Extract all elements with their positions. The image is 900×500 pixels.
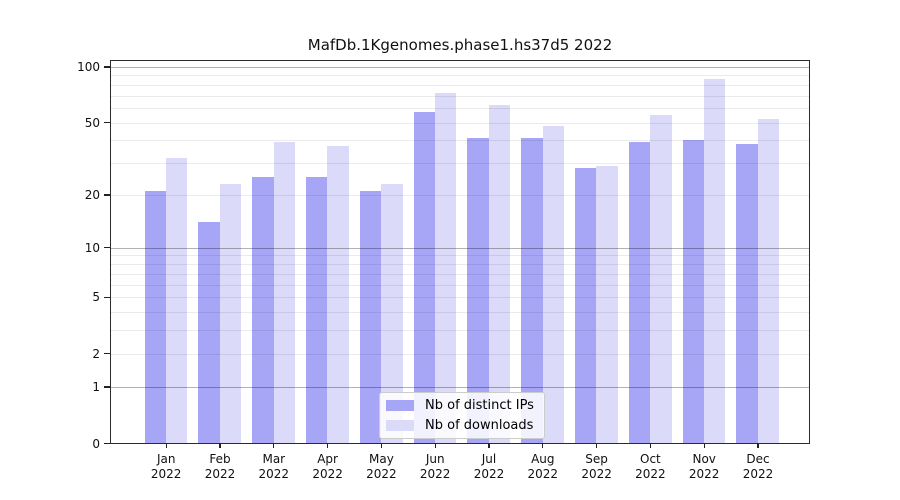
y-tick-label-2: 2 bbox=[92, 346, 100, 361]
gridline-y-20 bbox=[111, 194, 809, 196]
y-tick-100 bbox=[104, 66, 110, 68]
x-tick-label-sep: Sep 2022 bbox=[581, 452, 612, 481]
bar-may-2022-nb-of-downloads bbox=[381, 183, 403, 443]
x-tick-label-apr: Apr 2022 bbox=[312, 452, 343, 481]
gridline-y-3 bbox=[111, 330, 809, 332]
bar-feb-2022-nb-of-downloads bbox=[219, 183, 242, 443]
bar-jan-2022-nb-of-distinct-ips bbox=[144, 190, 166, 443]
x-tick-apr bbox=[326, 443, 329, 448]
bar-sep-2022-nb-of-distinct-ips bbox=[575, 168, 597, 443]
gridline-y-6 bbox=[111, 284, 809, 286]
bar-jan-2022-nb-of-downloads bbox=[166, 157, 188, 443]
bar-mar-2022-nb-of-downloads bbox=[273, 142, 295, 443]
bar-jun-2022-nb-of-distinct-ips bbox=[413, 111, 435, 443]
x-tick-mar bbox=[273, 443, 275, 448]
x-tick-sep bbox=[595, 443, 598, 448]
x-tick-label-jul: Jul 2022 bbox=[473, 452, 505, 481]
x-tick-oct bbox=[649, 443, 651, 448]
bar-jul-2022-nb-of-distinct-ips bbox=[467, 138, 489, 443]
gridline-y-70 bbox=[111, 95, 809, 97]
y-tick-10 bbox=[104, 247, 110, 249]
x-tick-label-jan: Jan 2022 bbox=[150, 452, 182, 481]
gridline-y-4 bbox=[111, 312, 809, 313]
x-tick-jun bbox=[434, 443, 436, 448]
y-tick-label-5: 5 bbox=[92, 290, 100, 305]
y-tick-0 bbox=[104, 442, 110, 445]
bar-may-2022-nb-of-distinct-ips bbox=[359, 190, 382, 443]
x-tick-nov bbox=[703, 443, 705, 448]
x-tick-label-feb: Feb 2022 bbox=[204, 452, 236, 481]
gridline-y-50 bbox=[111, 122, 809, 124]
x-tick-jul bbox=[488, 443, 490, 448]
legend-label: Nb of distinct IPs bbox=[425, 398, 534, 413]
bar-nov-2022-nb-of-downloads bbox=[704, 78, 726, 443]
x-tick-aug bbox=[542, 443, 544, 448]
gridline-y-30 bbox=[111, 163, 809, 165]
legend: Nb of distinct IPs Nb of downloads bbox=[379, 392, 545, 439]
legend-swatch-nb-of-distinct-ips bbox=[386, 400, 414, 411]
gridline-y-2 bbox=[111, 353, 809, 355]
bar-mar-2022-nb-of-distinct-ips bbox=[252, 177, 274, 443]
gridline-y-1 bbox=[111, 386, 809, 388]
y-tick-1 bbox=[104, 386, 110, 388]
y-tick-label-50: 50 bbox=[84, 115, 100, 130]
gridline-y-5 bbox=[111, 297, 809, 299]
y-tick-5 bbox=[104, 296, 110, 298]
bar-oct-2022-nb-of-downloads bbox=[650, 114, 672, 443]
chart-title: MafDb.1Kgenomes.phase1.hs37d5 2022 bbox=[307, 36, 613, 54]
gridline-y-60 bbox=[111, 107, 809, 109]
gridline-y-100 bbox=[111, 66, 809, 68]
x-tick-label-mar: Mar 2022 bbox=[258, 452, 290, 481]
bar-aug-2022-nb-of-downloads bbox=[542, 125, 564, 443]
y-tick-label-100: 100 bbox=[77, 60, 100, 74]
bar-jun-2022-nb-of-downloads bbox=[435, 93, 457, 443]
bar-oct-2022-nb-of-distinct-ips bbox=[628, 142, 651, 443]
gridline-y-8 bbox=[111, 264, 809, 266]
bar-apr-2022-nb-of-downloads bbox=[327, 146, 349, 443]
x-tick-label-oct: Oct 2022 bbox=[635, 452, 666, 481]
x-tick-jan bbox=[165, 443, 167, 448]
y-tick-50 bbox=[104, 122, 110, 124]
x-tick-dec bbox=[757, 443, 759, 448]
gridline-y-10 bbox=[111, 247, 809, 249]
bar-jul-2022-nb-of-downloads bbox=[488, 105, 511, 443]
y-tick-label-20: 20 bbox=[84, 188, 100, 203]
y-tick-label-10: 10 bbox=[84, 240, 100, 255]
bar-dec-2022-nb-of-distinct-ips bbox=[736, 144, 758, 443]
bar-dec-2022-nb-of-downloads bbox=[757, 119, 780, 443]
legend-entry-nb-of-downloads: Nb of downloads bbox=[386, 417, 534, 434]
bar-nov-2022-nb-of-distinct-ips bbox=[682, 140, 704, 443]
legend-swatch-nb-of-downloads bbox=[386, 420, 414, 431]
bar-apr-2022-nb-of-distinct-ips bbox=[306, 177, 328, 443]
x-tick-label-dec: Dec 2022 bbox=[742, 452, 774, 481]
bar-sep-2022-nb-of-downloads bbox=[596, 165, 618, 443]
x-tick-label-aug: Aug 2022 bbox=[527, 452, 559, 481]
x-tick-label-nov: Nov 2022 bbox=[688, 452, 720, 481]
gridline-y-7 bbox=[111, 273, 809, 275]
gridline-y-90 bbox=[111, 75, 809, 77]
bar-aug-2022-nb-of-distinct-ips bbox=[521, 138, 543, 443]
plot-area: Nb of distinct IPs Nb of downloads bbox=[104, 60, 810, 448]
gridline-y-80 bbox=[111, 84, 809, 86]
legend-entry-nb-of-distinct-ips: Nb of distinct IPs bbox=[386, 397, 534, 414]
y-tick-2 bbox=[104, 353, 110, 355]
y-tick-20 bbox=[104, 194, 110, 196]
x-tick-feb bbox=[219, 443, 221, 448]
y-tick-label-0: 0 bbox=[92, 436, 100, 451]
legend-label: Nb of downloads bbox=[425, 418, 534, 433]
y-tick-label-1: 1 bbox=[92, 379, 100, 394]
bar-feb-2022-nb-of-distinct-ips bbox=[198, 222, 220, 443]
x-tick-label-jun: Jun 2022 bbox=[419, 452, 451, 481]
gridline-y-9 bbox=[111, 255, 809, 257]
x-tick-may bbox=[380, 443, 382, 448]
gridline-y-40 bbox=[111, 140, 809, 142]
x-tick-label-may: May 2022 bbox=[366, 452, 397, 481]
